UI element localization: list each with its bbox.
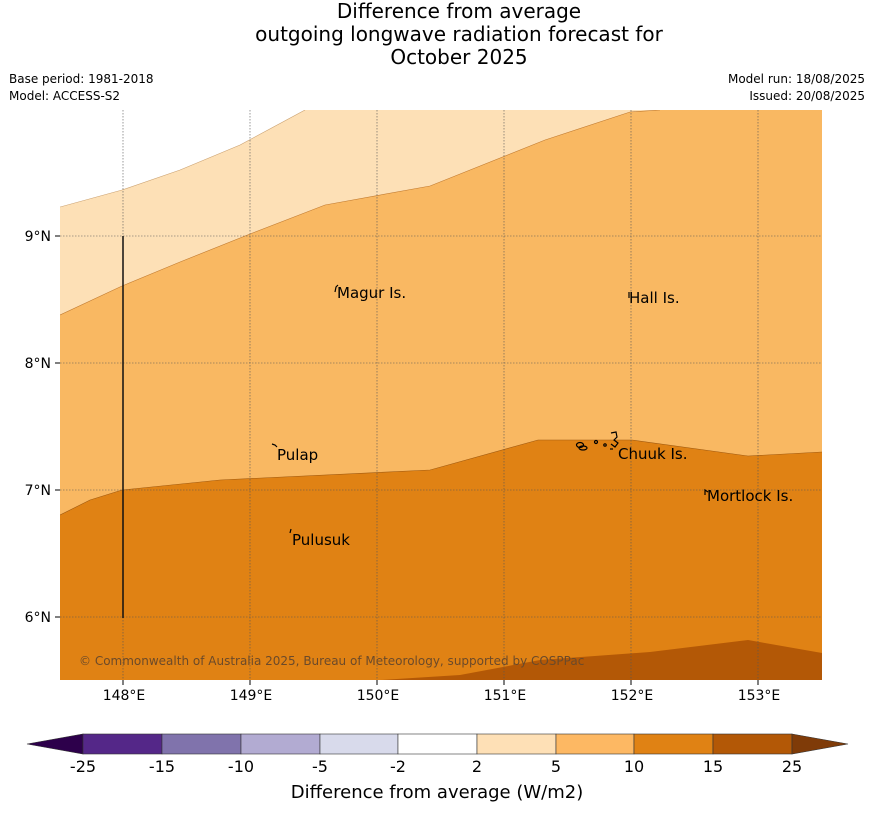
band-neutral [60, 110, 305, 207]
colorbar-segment-8 [633, 733, 714, 755]
colorbar-over-triangle [791, 733, 849, 755]
colorbar-tick-0: -25 [70, 757, 96, 776]
lon-tick-148e: 148°E [103, 688, 146, 704]
colorbar-tick-5: 2 [472, 757, 482, 776]
colorbar [26, 733, 849, 755]
band-2-5 [60, 110, 660, 315]
colorbar-under-triangle [26, 733, 84, 755]
chuuk-island-shapes [575, 431, 619, 451]
pulap-island-shape [271, 443, 278, 448]
pulusuk-island-shape [289, 528, 292, 534]
colorbar-segment-3 [240, 733, 321, 755]
place-label-chuuk: Chuuk Is. [618, 445, 687, 463]
colorbar-segment-7 [555, 733, 635, 755]
lon-tick-153e: 153°E [738, 688, 781, 704]
colorbar-segment-5 [397, 733, 478, 755]
meta-left: Base period: 1981-2018 Model: ACCESS-S2 [9, 71, 154, 105]
place-label-mortlock: Mortlock Is. [707, 487, 793, 505]
colorbar-segment-6 [476, 733, 557, 755]
colorbar-segment-4 [319, 733, 399, 755]
island-outlines [271, 284, 709, 534]
lat-tick-6n: 6°N [25, 610, 51, 626]
place-label-hall: Hall Is. [629, 289, 680, 307]
copyright-notice: © Commonwealth of Australia 2025, Bureau… [79, 654, 584, 668]
title-line-3: October 2025 [390, 45, 528, 69]
gridlines [60, 110, 822, 680]
title-line-2: outgoing longwave radiation forecast for [255, 22, 663, 46]
lat-tick-7n: 7°N [25, 483, 51, 499]
lon-tick-152e: 152°E [611, 688, 654, 704]
colorbar-segment-1 [82, 733, 163, 755]
lat-tick-labels: 9°N 8°N 7°N 6°N [25, 229, 51, 626]
lat-tick-9n: 9°N [25, 229, 51, 245]
lon-tick-150e: 150°E [357, 688, 400, 704]
model-name: Model: ACCESS-S2 [9, 89, 121, 103]
colorbar-segment-9 [712, 733, 793, 755]
colorbar-tick-3: -5 [312, 757, 328, 776]
magur-island-shape [334, 284, 339, 293]
colorbar-tick-labels: -25 -15 -10 -5 -2 2 5 10 15 25 [70, 757, 802, 776]
map-panel: Magur Is. Hall Is. Pulap Chuuk Is. Mortl… [60, 110, 822, 680]
colorbar-title: Difference from average (W/m2) [291, 782, 583, 803]
colorbar-tick-8: 15 [703, 757, 723, 776]
base-period: Base period: 1981-2018 [9, 72, 154, 86]
band-15-25 [380, 640, 822, 680]
lat-tick-8n: 8°N [25, 356, 51, 372]
mortlock-island-shape [704, 488, 709, 495]
issued-date: Issued: 20/08/2025 [749, 89, 865, 103]
colorbar-tick-9: 25 [782, 757, 802, 776]
lon-tick-labels: 148°E 149°E 150°E 151°E 152°E 153°E [103, 688, 781, 704]
meta-right: Model run: 18/08/2025 Issued: 20/08/2025 [728, 71, 865, 105]
place-label-pulusuk: Pulusuk [292, 531, 350, 549]
map-title: Difference from average outgoing longwav… [0, 0, 873, 69]
colorbar-segment-2 [161, 733, 242, 755]
colorbar-tick-4: -2 [390, 757, 406, 776]
lon-tick-149e: 149°E [230, 688, 273, 704]
place-label-pulap: Pulap [277, 446, 318, 464]
lon-tick-151e: 151°E [484, 688, 527, 704]
colorbar-tick-7: 10 [624, 757, 644, 776]
colorbar-tick-1: -15 [149, 757, 175, 776]
colorbar-tick-6: 5 [551, 757, 561, 776]
place-label-magur: Magur Is. [337, 284, 406, 302]
colorbar-tick-2: -10 [228, 757, 254, 776]
model-run: Model run: 18/08/2025 [727, 72, 865, 86]
axis-ticks [55, 235, 759, 685]
title-line-1: Difference from average [336, 0, 582, 23]
